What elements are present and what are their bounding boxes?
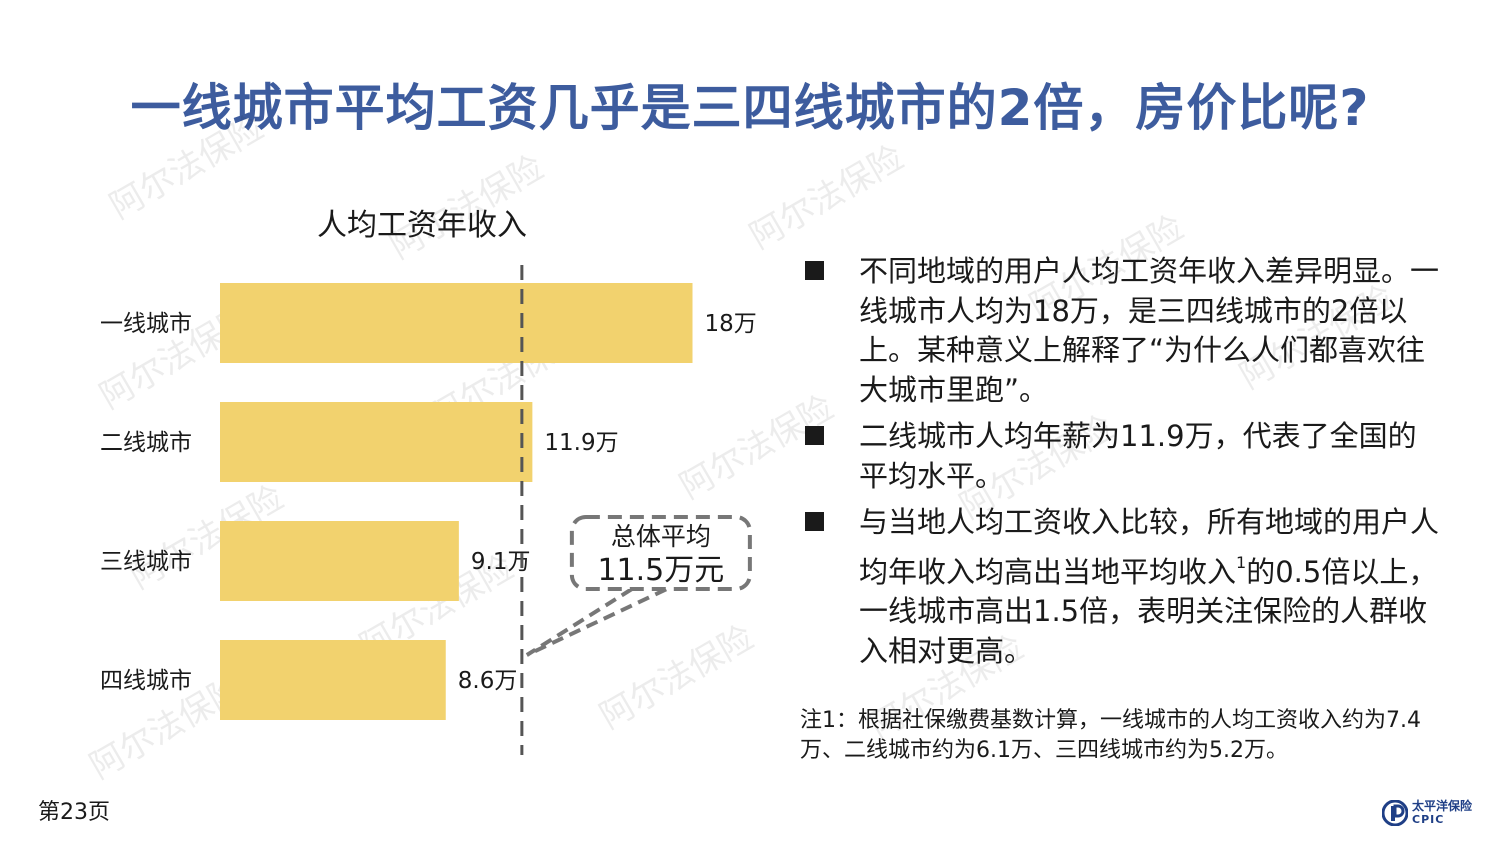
category-label: 三线城市 [100, 549, 192, 575]
company-logo: 太平洋保险 CPIC [1382, 800, 1472, 826]
value-label: 8.6万 [458, 668, 518, 694]
bullet-square-icon [805, 512, 824, 531]
bar [220, 283, 693, 363]
cpic-logo-icon [1382, 800, 1408, 826]
bullet-item: 不同地域的用户人均工资年收入差异明显。一线城市人均为18万，是三四线城市的2倍以… [805, 252, 1445, 410]
bullet-text: 与当地人均工资收入比较，所有地域的用户人均年收入均高出当地平均收入 [859, 505, 1440, 589]
footnote-marker: 1 [1236, 552, 1247, 572]
bar [220, 402, 533, 482]
bullet-square-icon [805, 261, 824, 280]
bar [220, 521, 459, 601]
page-number: 第23页 [38, 800, 110, 825]
footnote: 注1：根据社保缴费基数计算，一线城市的人均工资收入约为7.4万、二线城市约为6.… [800, 708, 1421, 763]
callout-label: 总体平均 [611, 522, 711, 551]
bullet-text: 二线城市人均年薪为11.9万，代表了全国的平均水平。 [859, 419, 1417, 493]
bullet-square-icon [805, 426, 824, 445]
category-label: 四线城市 [100, 668, 192, 694]
callout-box [569, 515, 752, 591]
value-label: 11.9万 [544, 430, 618, 456]
chart-title: 人均工资年收入 [317, 208, 527, 243]
callout-value: 11.5万元 [597, 553, 724, 588]
bar [220, 640, 446, 720]
bullet-text: 不同地域的用户人均工资年收入差异明显。一线城市人均为18万，是三四线城市的2倍以… [859, 254, 1440, 407]
logo-abbr: CPIC [1412, 813, 1445, 826]
bullet-item: 与当地人均工资收入比较，所有地域的用户人均年收入均高出当地平均收入1的0.5倍以… [805, 503, 1445, 671]
category-label: 二线城市 [100, 430, 192, 456]
value-label: 18万 [705, 311, 757, 337]
slide-title: 一线城市平均工资几乎是三四线城市的2倍，房价比呢? [130, 79, 1370, 137]
bullet-list: 不同地域的用户人均工资年收入差异明显。一线城市人均为18万，是三四线城市的2倍以… [805, 252, 1445, 678]
bullet-item: 二线城市人均年薪为11.9万，代表了全国的平均水平。 [805, 417, 1445, 496]
callout-pointer [525, 587, 668, 657]
category-label: 一线城市 [100, 311, 192, 337]
logo-name: 太平洋保险 [1412, 799, 1473, 813]
bullet-text-continued: 的0.5倍以上，一线城市高出1.5倍，表明关注保险的人群收入相对更高。 [859, 554, 1438, 668]
